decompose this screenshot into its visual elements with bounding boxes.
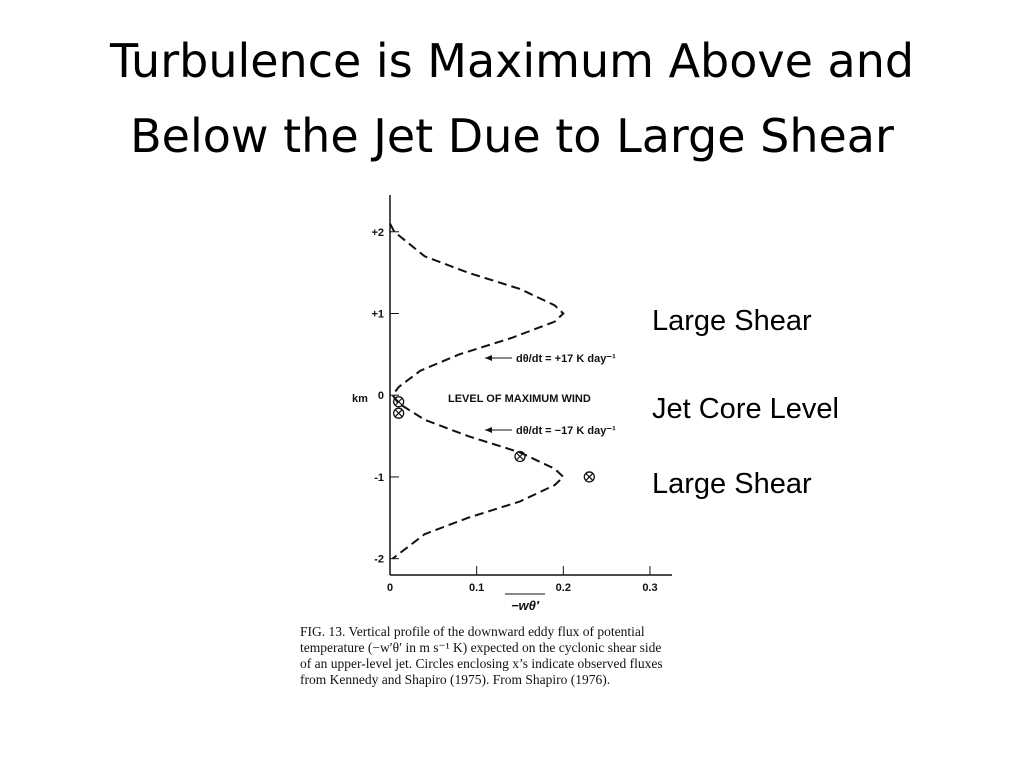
annotation: dθ/dt = +17 K day⁻¹ [516,353,616,365]
observed-point [514,450,526,463]
y-tick-label: -1 [374,472,384,484]
observed-point [583,471,595,483]
x-tick-label: 0.2 [556,582,571,594]
title-line: Turbulence is Maximum Above and [109,34,914,88]
x-tick-label: 0.3 [642,582,657,594]
y-tick-label: +2 [371,227,384,239]
observed-point [393,396,405,408]
observed-circle [514,450,526,463]
side-label: Large Shear [652,305,812,337]
title-line: Below the Jet Due to Large Shear [130,109,894,163]
y-axis-label: km [352,393,368,405]
y-tick-label: 0 [378,390,384,402]
y-tick-label: -2 [374,554,384,566]
caption-line: from Kennedy and Shapiro (1975). From Sh… [300,672,610,687]
profile-line [389,223,565,560]
x-tick-label: 0.1 [469,582,484,594]
observed-cross [394,397,403,406]
arrow-head [485,427,492,433]
annotation: dθ/dt = −17 K day⁻¹ [516,425,616,437]
x-axis-label: −wθ′ [511,598,540,613]
x-tick-label: 0 [387,582,393,594]
caption-line: FIG. 13. Vertical profile of the downwar… [300,624,645,639]
annotation-1: dθ/dt = +17 K day⁻¹ [485,353,616,365]
observed-point [393,407,405,419]
observed-circle [393,407,405,419]
observed-circle [583,471,595,483]
observed-cross [516,452,524,461]
annotation: LEVEL OF MAXIMUM WIND [448,393,591,405]
observed-cross [585,473,594,481]
observed-cross [394,409,403,418]
y-tick-label: +1 [371,308,384,320]
caption-line: of an upper-level jet. Circles enclosing… [300,656,663,671]
caption-line: temperature (−w′θ′ in m s⁻¹ K) expected … [300,640,661,655]
side-label: Jet Core Level [652,393,839,425]
side-label: Large Shear [652,468,812,500]
observed-circle [393,396,405,408]
arrow-head [485,355,492,361]
annotation-2: dθ/dt = −17 K day⁻¹ [485,425,616,437]
